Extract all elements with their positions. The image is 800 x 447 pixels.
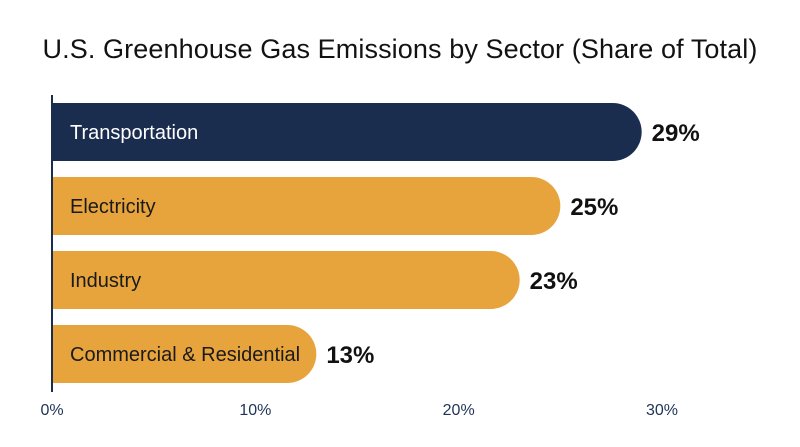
bar-category-label: Commercial & Residential <box>70 344 300 366</box>
bar-category-label: Transportation <box>70 122 198 144</box>
x-tick-label: 0% <box>40 402 63 419</box>
bar-value-label: 25% <box>570 194 618 221</box>
bar-category-label: Electricity <box>70 196 156 218</box>
bar <box>52 251 520 309</box>
bar-category-label: Industry <box>70 270 141 292</box>
x-tick-label: 10% <box>239 402 271 419</box>
x-tick-label: 30% <box>646 402 678 419</box>
bar-value-label: 29% <box>652 120 700 147</box>
bar <box>52 325 317 383</box>
bar-value-label: 23% <box>530 268 578 295</box>
bar-value-label: 13% <box>326 342 374 369</box>
x-tick-label: 20% <box>443 402 475 419</box>
bar <box>52 177 561 235</box>
bar <box>52 103 642 161</box>
chart-title: U.S. Greenhouse Gas Emissions by Sector … <box>42 34 758 64</box>
